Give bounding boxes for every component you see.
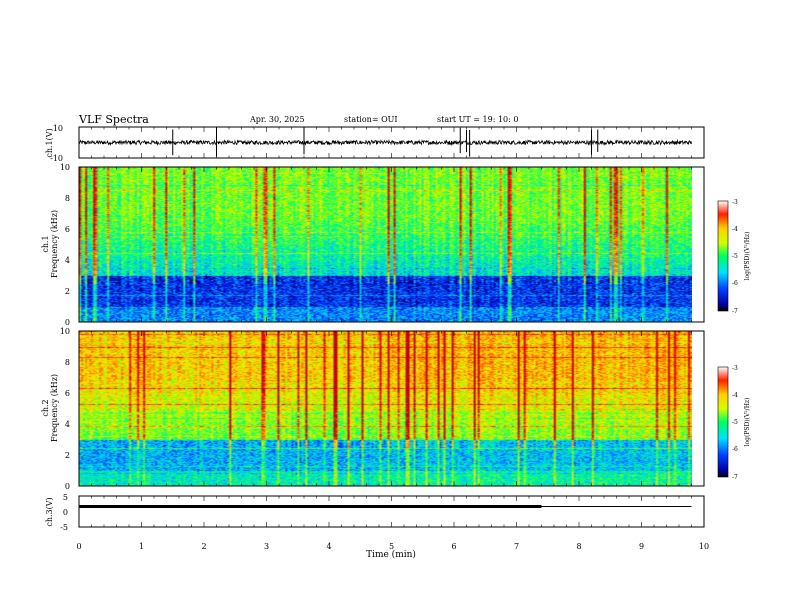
- ch3-waveform-panel: 5 0 -5 ch.3(V) 0 1 2 3 4 5 6 7 8 9 10 Time (min): [45, 493, 709, 560]
- ch2-spectrogram-ylabel-top: ch.2: [41, 399, 50, 416]
- ch2-spectrogram-image: [79, 331, 692, 486]
- ch1-spectrogram-image: [79, 167, 692, 322]
- time-tick-2: 2: [201, 542, 206, 551]
- time-tick-7: 7: [514, 542, 519, 551]
- ch1-waveform-spikes: [172, 127, 599, 157]
- time-tick-9: 9: [639, 542, 644, 551]
- ch2-colorbar-tick-m3: -3: [732, 365, 738, 372]
- ch1-waveform-panel: 10 -10 ch.1(V): [45, 124, 705, 163]
- ch3-ytick-mid: 0: [63, 508, 68, 517]
- ch2-colorbar-label: log(PSD)(V²/Hz): [744, 398, 751, 447]
- ch1-freq-tick-8: 8: [65, 194, 70, 203]
- time-tick-5: 5: [389, 542, 394, 551]
- date-label: Apr. 30, 2025: [250, 115, 305, 124]
- station-label: station= OUI: [344, 115, 398, 124]
- time-tick-0: 0: [76, 542, 81, 551]
- ch1-colorbar-tick-m3: -3: [732, 199, 738, 206]
- ch2-freq-tick-10: 10: [60, 327, 70, 336]
- ch2-colorbar: [717, 366, 729, 478]
- ch2-colorbar-tick-m5: -5: [732, 419, 738, 426]
- time-tick-6: 6: [451, 542, 456, 551]
- ch1-waveform-ylabel: ch.1(V): [45, 128, 54, 157]
- ch2-freq-tick-6: 6: [65, 389, 70, 398]
- ch3-waveform-ylabel: ch.3(V): [45, 497, 54, 526]
- ch1-colorbar-tick-m6: -6: [732, 280, 738, 287]
- ch1-freq-tick-0: 0: [65, 318, 70, 327]
- ch2-spectrogram-ylabel: Frequency (kHz): [50, 374, 59, 442]
- ch2-freq-tick-4: 4: [65, 420, 70, 429]
- start-time-label: start UT = 19: 10: 0: [437, 115, 519, 124]
- ch1-colorbar-tick-m5: -5: [732, 253, 738, 260]
- ch2-freq-tick-0: 0: [65, 482, 70, 491]
- ch1-ytick-bottom: -10: [50, 154, 63, 163]
- ch1-freq-tick-10: 10: [60, 163, 70, 172]
- time-tick-4: 4: [326, 542, 331, 551]
- ch3-ytick-top: 5: [63, 493, 68, 502]
- time-tick-8: 8: [576, 542, 581, 551]
- time-tick-3: 3: [264, 542, 269, 551]
- ch1-spectrogram-panel: 0 2 4 6 8 10 ch.1 Frequency (kHz) -3 -4 …: [41, 163, 751, 327]
- ch2-freq-tick-8: 8: [65, 358, 70, 367]
- ch2-spectrogram-yticks: 0 2 4 6 8 10: [60, 327, 70, 491]
- ch1-freq-tick-4: 4: [65, 256, 70, 265]
- time-tick-10: 10: [699, 542, 709, 551]
- ch2-spectrogram-panel: 0 2 4 6 8 10 ch.2 Frequency (kHz) -3 -4 …: [41, 327, 751, 491]
- ch1-freq-tick-6: 6: [65, 225, 70, 234]
- ch1-spectrogram-ylabel: Frequency (kHz): [50, 210, 59, 278]
- time-tick-1: 1: [139, 542, 144, 551]
- axis-minor-ticks: [78, 127, 705, 527]
- ch2-colorbar-tick-m7: -7: [732, 474, 738, 481]
- ch2-colorbar-tick-m6: -6: [732, 446, 738, 453]
- ch2-colorbar-tick-m4: -4: [732, 392, 738, 399]
- ch1-colorbar-label: log(PSD)(V²/Hz): [744, 232, 751, 281]
- time-axis-tick-labels: 0 1 2 3 4 5 6 7 8 9 10: [76, 542, 709, 551]
- ch1-freq-tick-2: 2: [65, 287, 70, 296]
- time-axis-label: Time (min): [366, 549, 416, 560]
- ch1-ytick-top: 10: [53, 124, 63, 133]
- ch2-freq-tick-2: 2: [65, 451, 70, 460]
- ch1-colorbar: [717, 200, 729, 312]
- ch1-waveform-series: [78, 139, 692, 147]
- ch1-colorbar-tick-m4: -4: [732, 226, 738, 233]
- ch1-spectrogram-ylabel-top: ch.1: [41, 235, 50, 252]
- ch3-ytick-bottom: -5: [60, 523, 68, 532]
- ch1-spectrogram-yticks: 0 2 4 6 8 10: [60, 163, 70, 327]
- ch1-colorbar-tick-m7: -7: [732, 308, 738, 315]
- figure-title: VLF Spectra: [79, 113, 149, 126]
